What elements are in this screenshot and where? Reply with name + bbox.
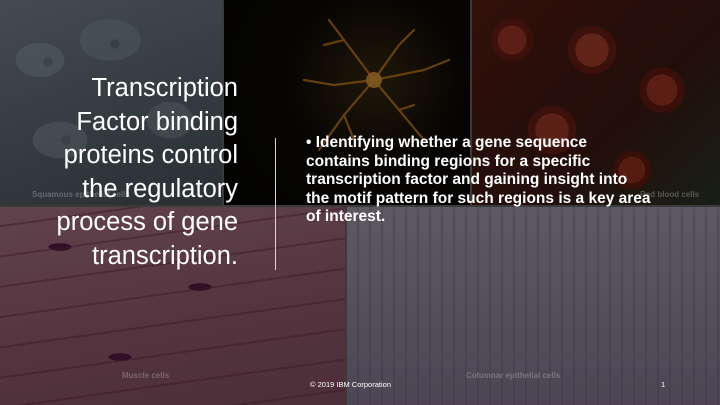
slide-title: Transcription Factor binding proteins co… <box>56 74 238 270</box>
caption-columnar: Columnar epithelial cells <box>466 371 561 380</box>
muscle-cells-image <box>0 207 345 405</box>
caption-muscle: Muscle cells <box>122 371 170 380</box>
columnar-epithelial-image <box>347 207 720 405</box>
neuron-image <box>224 0 470 205</box>
slide-body-bullet: • Identifying whether a gene sequence co… <box>306 134 651 225</box>
red-blood-cells-image <box>472 0 720 205</box>
footer-copyright: © 2019 IBM Corporation <box>310 380 391 389</box>
caption-squamous: Squamous epithelial cells <box>32 190 130 199</box>
squamous-epithelial-image <box>0 0 222 205</box>
caption-blood: Red blood cells <box>640 190 700 199</box>
divider-line <box>275 138 276 270</box>
page-number: 1 <box>661 380 666 389</box>
neuron-cell-graphic <box>302 18 451 152</box>
